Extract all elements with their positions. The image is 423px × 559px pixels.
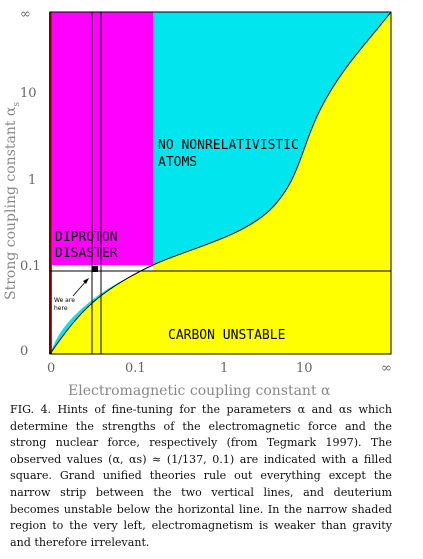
x-tick-label: 0.1	[125, 361, 146, 376]
y-tick-label: ∞	[20, 7, 31, 22]
y-axis-title-subscript: s	[12, 102, 22, 107]
y-axis-title: Strong coupling constant αs	[3, 102, 22, 300]
figure-caption: FIG. 4. Hints of fine-tuning for the par…	[10, 403, 392, 549]
observed-point-marker	[92, 266, 98, 272]
boundary-curve	[49, 11, 392, 355]
region-carbon-unstable	[50, 12, 391, 354]
label-carbon-unstable: CARBON UNSTABLE	[168, 328, 285, 343]
x-axis-title: Electromagnetic coupling constant α	[68, 383, 331, 399]
annotation-arrowhead	[83, 278, 89, 284]
coupling-constant-plot: NO NONRELATIVISTIC ATOMS DIPROTON DISAST…	[3, 7, 392, 399]
x-tick-label: 1	[220, 361, 228, 376]
label-atoms-line2: ATOMS	[158, 155, 197, 170]
y-tick-label: 1	[28, 173, 36, 188]
y-tick-label: 0	[20, 344, 28, 359]
y-tick-label: 0.1	[20, 259, 41, 274]
label-diproton-line2: DISASTER	[55, 246, 118, 261]
y-axis-title-text: Strong coupling constant α	[3, 106, 19, 300]
x-tick-label: 0	[47, 361, 55, 376]
annotation-line1: We are	[54, 297, 75, 304]
y-axis-title-group: Strong coupling constant αs	[3, 102, 22, 300]
plot-frame	[49, 11, 392, 355]
y-tick-label: 10	[20, 86, 37, 101]
label-diproton-line1: DIPROTON	[55, 230, 118, 245]
figure: NO NONRELATIVISTIC ATOMS DIPROTON DISAST…	[3, 7, 392, 399]
region-white-lower-left	[50, 271, 143, 354]
x-tick-label: ∞	[381, 361, 392, 376]
annotation-line2: here	[54, 305, 68, 312]
label-atoms-line1: NO NONRELATIVISTIC	[158, 138, 299, 153]
x-tick-label: 10	[296, 361, 313, 376]
